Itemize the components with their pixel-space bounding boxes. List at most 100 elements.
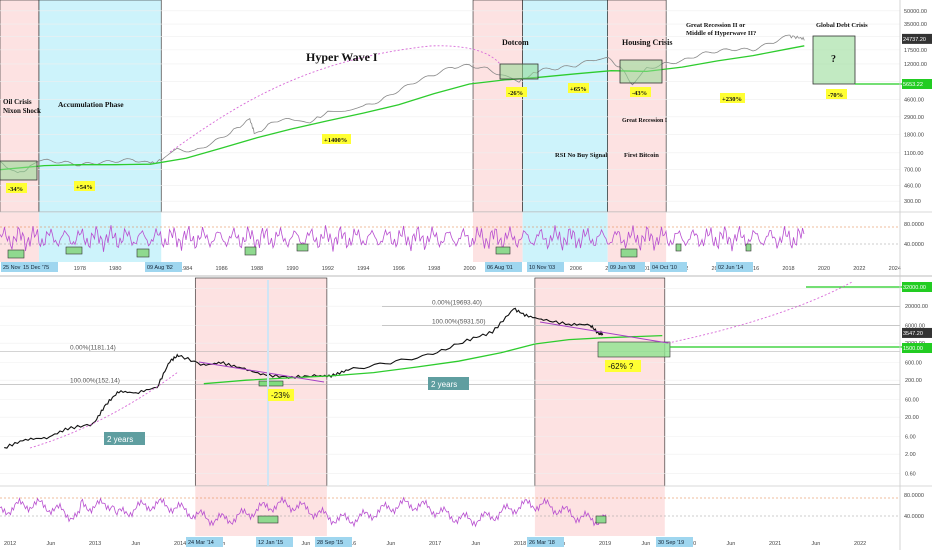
duration-label-1: 2 years [431, 380, 457, 389]
bottom-rsi-zone-1 [534, 486, 665, 536]
top-pct-label-4: +65% [570, 86, 587, 93]
top-x-label-21: 2020 [818, 266, 830, 272]
top-pct-bg-6 [720, 93, 745, 103]
annot-rsi-no-buy: RSI No Buy Signal [555, 152, 607, 159]
top-pct-label-3: -26% [508, 90, 523, 97]
top-pct-label-6: +230% [722, 96, 742, 103]
top-x-label-0: 1978 [74, 266, 86, 272]
annot-global-debt: Global Debt Crisis [816, 22, 868, 29]
bottom-pct-bg-1 [605, 360, 641, 372]
top-date-tag-0: 25 Nov '73 [3, 265, 29, 271]
top-x-label-22: 2022 [853, 266, 865, 272]
bottom-x-label-3: Jun [132, 541, 141, 547]
top-x-label-5: 1988 [251, 266, 263, 272]
bottom-y-tick-3: 20.00 [905, 415, 919, 421]
top-y-tick-0: 300.00 [904, 199, 921, 205]
bottom-date-tag-bg-3 [527, 537, 564, 547]
bottom-x-label-19: Jun [812, 541, 821, 547]
top-zones [0, 0, 667, 213]
bottom-x-label-20: 2022 [854, 541, 866, 547]
bottom-x-label-9: Jun [387, 541, 396, 547]
top-y-tick-12: 50000.00 [904, 9, 927, 15]
bottom-date-tag-bg-4 [656, 537, 693, 547]
box-housing [619, 59, 663, 84]
top-x-label-16: 2010 [641, 266, 653, 272]
bottom-y-tick-2: 6.00 [905, 434, 916, 440]
top-rsi-box-0 [7, 249, 25, 259]
top-x-label-11: 2000 [463, 266, 475, 272]
top-x-label-10: 1998 [428, 266, 440, 272]
zone-label-accumulation: Accumulation Phase [58, 100, 124, 109]
bottom-x-label-2: 2013 [89, 541, 101, 547]
top-date-tag-bg-6 [650, 262, 687, 272]
top-price-tag-bg [902, 33, 932, 44]
top-x-label-23: 2024 [889, 266, 901, 272]
duration-bg-0 [104, 432, 145, 445]
bottom-x-label-0: 2012 [4, 541, 16, 547]
top-pct-bg-7 [826, 89, 847, 99]
bottom-rsi-zones [195, 486, 665, 536]
top-date-tag-bg-1 [21, 262, 58, 272]
bottom-x-label-1: Jun [47, 541, 56, 547]
top-y-tick-8: 12000.00 [904, 62, 927, 68]
bottom-target-low-bg [902, 343, 932, 353]
box-dotcom [499, 63, 539, 80]
bottom-text: -23% -62% ? 2 years 2 years [104, 360, 641, 445]
top-x-label-14: 2006 [570, 266, 582, 272]
top-zone-4 [607, 0, 667, 213]
top-zone-2 [472, 0, 523, 213]
top-date-tag-bg-7 [716, 262, 753, 272]
top-x-label-4: 1986 [215, 266, 227, 272]
top-pct-bg-0 [6, 183, 27, 193]
top-x-label-8: 1994 [357, 266, 369, 272]
top-date-tag-6: 04 Oct '10 [652, 265, 677, 271]
trendline-2018 [539, 321, 669, 344]
top-series-line-1 [0, 45, 805, 171]
top-rsi-boxes [7, 243, 752, 259]
top-zone-3 [522, 0, 608, 213]
rsi-box-2019 [595, 515, 607, 524]
top-rsi-zones [0, 212, 667, 262]
top-y-tick-11: 35000.00 [904, 22, 927, 28]
bottom-rsi-tick-0: 40.0000 [904, 514, 924, 520]
box-future-bottom [597, 341, 671, 358]
top-pct-bg-3 [506, 87, 527, 97]
top-y-tick-4: 1800.00 [904, 133, 924, 139]
bottom-price-tag: 3547.20 [903, 331, 923, 337]
top-y-tick-3: 1100.00 [904, 151, 923, 157]
top-date-tag-bg-0 [1, 262, 38, 272]
top-pct-bg-4 [568, 83, 589, 93]
top-rsi-box-2 [136, 248, 150, 258]
bottom-rsi-zone-0 [195, 486, 327, 536]
top-rsi-tick-0: 40.0000 [904, 242, 924, 248]
bottom-date-tag-1: 12 Jan '15 [258, 540, 283, 546]
fib-label-3: 100.00%(5931.50) [432, 319, 486, 326]
top-rsi-box-7 [675, 243, 682, 252]
bottom-pct-label-1: -62% ? [608, 362, 634, 371]
duration-label-0: 2 years [107, 435, 133, 444]
top-rsi-line [0, 225, 805, 252]
bottom-series-line-1 [203, 334, 663, 385]
bottom-x-label-14: 2019 [599, 541, 611, 547]
bottom-y-tick-5: 200.00 [905, 378, 922, 384]
zone-label-oil-1: Oil Crisis [3, 98, 32, 106]
annot-first-bitcoin: First Bitcoin [624, 152, 659, 159]
top-grid [0, 10, 900, 202]
top-rsi-panel: 40.0000 80.0000 [0, 212, 924, 262]
top-x-label-3: 1984 [180, 266, 192, 272]
top-date-tag-bg-4 [527, 262, 564, 272]
bottom-target-top: 32000.00 [903, 285, 926, 291]
bottom-zone-1 [534, 277, 666, 487]
bottom-y-tick-9: 20000.00 [905, 304, 928, 310]
top-rsi-box-1 [65, 246, 83, 255]
top-pct-label-1: +54% [76, 184, 93, 191]
top-text: Oil Crisis Nixon Shock Accumulation Phas… [3, 22, 868, 159]
duration-bg-1 [428, 377, 469, 390]
rsi-box-2015 [257, 515, 279, 524]
top-pct-bg-1 [74, 181, 95, 191]
top-y-tick-2: 700.00 [904, 168, 921, 174]
top-x-label-7: 1992 [322, 266, 334, 272]
box-future [812, 35, 856, 85]
trendline-2014 [198, 361, 325, 383]
top-y-tick-5: 2900.00 [904, 115, 924, 121]
